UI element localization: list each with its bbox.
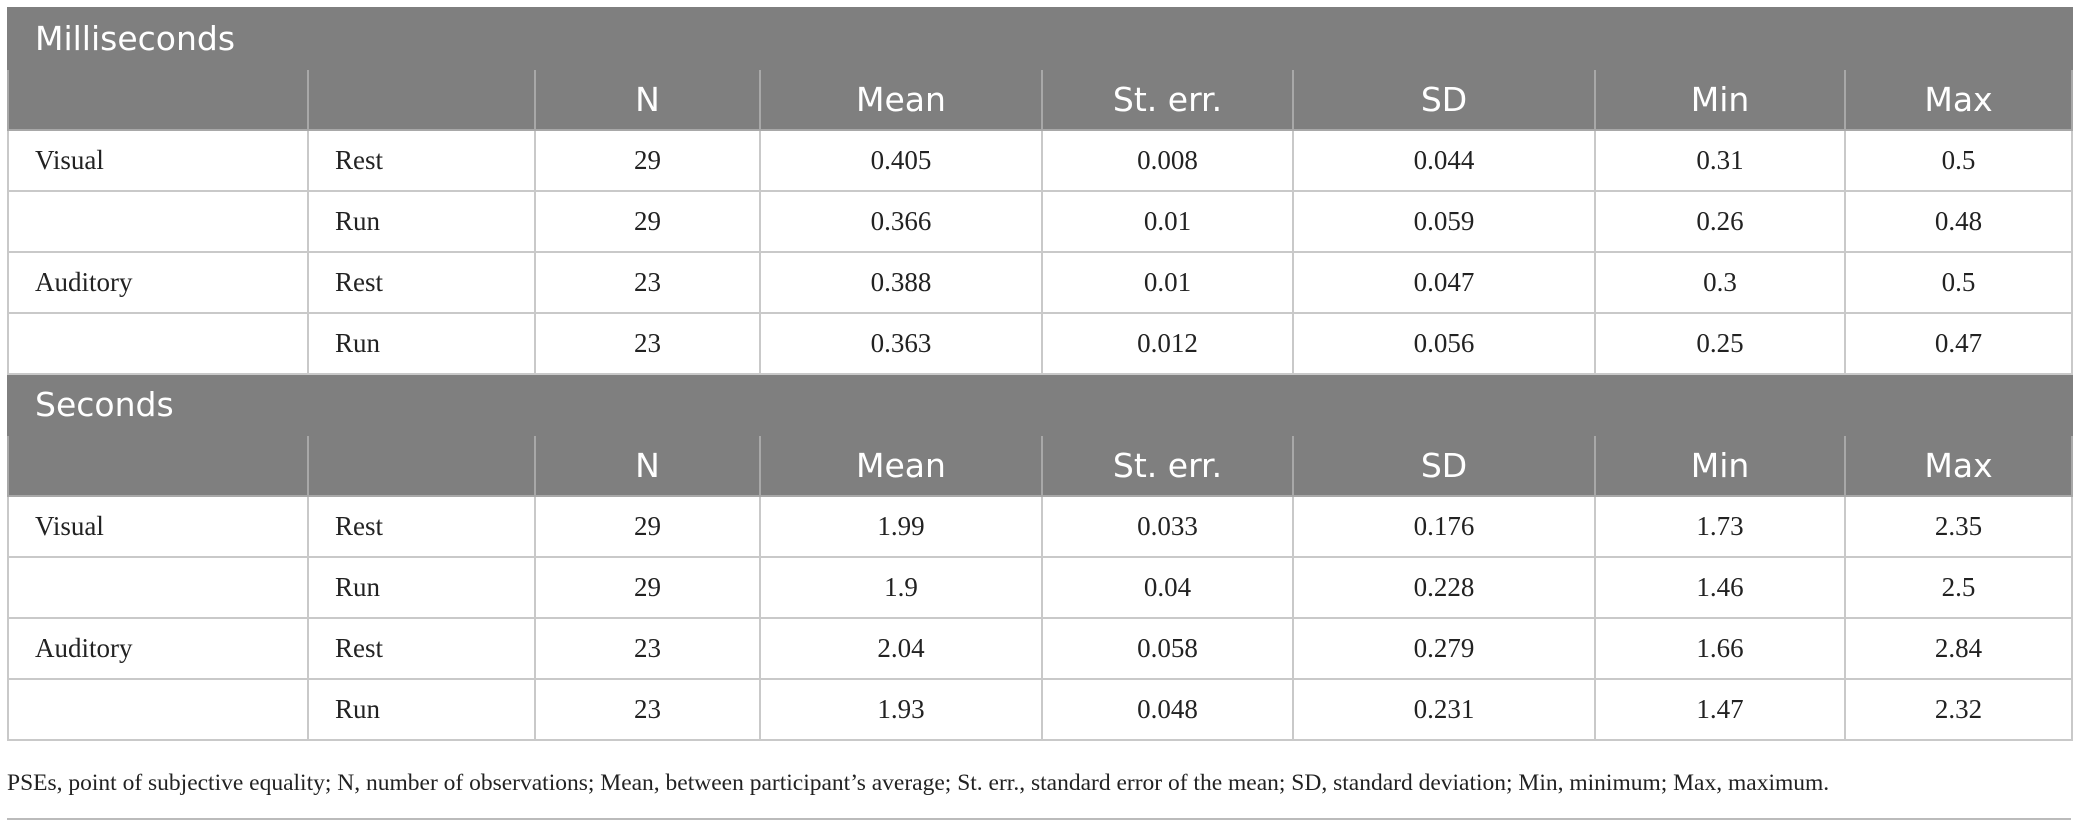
data-cell: 0.01 xyxy=(1041,251,1294,314)
data-cell: 0.048 xyxy=(1041,678,1294,741)
data-cell: 1.99 xyxy=(759,495,1043,558)
header-row: N Mean St. err. SD Min Max xyxy=(7,434,2074,497)
data-cell: 0.228 xyxy=(1292,556,1596,619)
data-row: Run 23 1.93 0.048 0.231 1.47 2.32 xyxy=(7,678,2074,741)
data-cell: 0.363 xyxy=(759,312,1043,375)
data-row: Run 23 0.363 0.012 0.056 0.25 0.47 xyxy=(7,312,2074,375)
data-cell: 0.405 xyxy=(759,129,1043,192)
row-label: Visual xyxy=(7,129,309,192)
data-cell: 23 xyxy=(534,617,761,680)
row-label: Run xyxy=(307,556,536,619)
section-row: Seconds xyxy=(6,373,2074,436)
row-label xyxy=(7,678,309,741)
data-cell: 29 xyxy=(534,556,761,619)
data-cell: 2.84 xyxy=(1843,617,2074,680)
data-row: Auditory Rest 23 0.388 0.01 0.047 0.3 0.5 xyxy=(7,251,2074,314)
header-cell xyxy=(307,68,536,131)
data-cell: 0.47 xyxy=(1843,312,2074,375)
column-header: N xyxy=(534,434,761,497)
column-header: Min xyxy=(1594,68,1846,131)
header-cell xyxy=(307,434,536,497)
data-cell: 23 xyxy=(534,678,761,741)
data-cell: 2.04 xyxy=(759,617,1043,680)
data-cell: 0.388 xyxy=(759,251,1043,314)
data-cell: 0.231 xyxy=(1292,678,1596,741)
row-label: Rest xyxy=(307,495,536,558)
section-title: Milliseconds xyxy=(6,7,2074,70)
data-cell: 1.93 xyxy=(759,678,1043,741)
data-cell: 0.008 xyxy=(1041,129,1294,192)
data-cell: 0.279 xyxy=(1292,617,1596,680)
data-cell: 29 xyxy=(534,495,761,558)
data-cell: 1.73 xyxy=(1594,495,1846,558)
data-cell: 0.3 xyxy=(1594,251,1846,314)
column-header: Min xyxy=(1594,434,1846,497)
row-label xyxy=(7,556,309,619)
data-cell: 0.5 xyxy=(1843,251,2074,314)
column-header: Max xyxy=(1843,434,2074,497)
data-row: Visual Rest 29 1.99 0.033 0.176 1.73 2.35 xyxy=(7,495,2074,558)
column-header: N xyxy=(534,68,761,131)
data-cell: 23 xyxy=(534,251,761,314)
row-label: Run xyxy=(307,312,536,375)
row-label: Run xyxy=(307,678,536,741)
row-label: Auditory xyxy=(7,617,309,680)
header-cell xyxy=(7,434,309,497)
row-label: Visual xyxy=(7,495,309,558)
header-row: N Mean St. err. SD Min Max xyxy=(7,68,2074,131)
data-cell: 0.31 xyxy=(1594,129,1846,192)
data-cell: 29 xyxy=(534,129,761,192)
data-cell: 1.9 xyxy=(759,556,1043,619)
data-cell: 0.5 xyxy=(1843,129,2074,192)
data-cell: 1.46 xyxy=(1594,556,1846,619)
data-cell: 2.35 xyxy=(1843,495,2074,558)
data-cell: 2.5 xyxy=(1843,556,2074,619)
table: Milliseconds N Mean St. err. SD Min Max Visual R… xyxy=(6,7,2074,741)
footnote: PSEs, point of subjective equality; N, n… xyxy=(7,770,1830,796)
data-cell: 23 xyxy=(534,312,761,375)
data-cell: 0.176 xyxy=(1292,495,1596,558)
column-header: SD xyxy=(1292,68,1596,131)
data-cell: 0.48 xyxy=(1843,190,2074,253)
data-cell: 0.044 xyxy=(1292,129,1596,192)
header-cell xyxy=(7,68,309,131)
data-cell: 0.366 xyxy=(759,190,1043,253)
column-header: St. err. xyxy=(1041,68,1294,131)
column-header: SD xyxy=(1292,434,1596,497)
data-cell: 0.01 xyxy=(1041,190,1294,253)
row-label: Rest xyxy=(307,251,536,314)
row-label: Rest xyxy=(307,617,536,680)
row-label: Rest xyxy=(307,129,536,192)
data-row: Visual Rest 29 0.405 0.008 0.044 0.31 0.5 xyxy=(7,129,2074,192)
data-cell: 0.012 xyxy=(1041,312,1294,375)
row-label: Run xyxy=(307,190,536,253)
row-label xyxy=(7,190,309,253)
row-label xyxy=(7,312,309,375)
data-row: Run 29 0.366 0.01 0.059 0.26 0.48 xyxy=(7,190,2074,253)
data-cell: 2.32 xyxy=(1843,678,2074,741)
section-row: Milliseconds xyxy=(6,7,2074,70)
data-cell: 0.056 xyxy=(1292,312,1596,375)
data-row: Auditory Rest 23 2.04 0.058 0.279 1.66 2.84 xyxy=(7,617,2074,680)
data-cell: 1.66 xyxy=(1594,617,1846,680)
section-title: Seconds xyxy=(6,373,2074,436)
data-cell: 0.26 xyxy=(1594,190,1846,253)
data-cell: 0.033 xyxy=(1041,495,1294,558)
data-cell: 0.04 xyxy=(1041,556,1294,619)
rule xyxy=(7,818,2071,820)
data-cell: 0.047 xyxy=(1292,251,1596,314)
data-cell: 0.059 xyxy=(1292,190,1596,253)
column-header: Max xyxy=(1843,68,2074,131)
row-label: Auditory xyxy=(7,251,309,314)
data-cell: 1.47 xyxy=(1594,678,1846,741)
data-cell: 0.058 xyxy=(1041,617,1294,680)
data-row: Run 29 1.9 0.04 0.228 1.46 2.5 xyxy=(7,556,2074,619)
column-header: St. err. xyxy=(1041,434,1294,497)
column-header: Mean xyxy=(759,68,1043,131)
data-cell: 29 xyxy=(534,190,761,253)
column-header: Mean xyxy=(759,434,1043,497)
data-cell: 0.25 xyxy=(1594,312,1846,375)
